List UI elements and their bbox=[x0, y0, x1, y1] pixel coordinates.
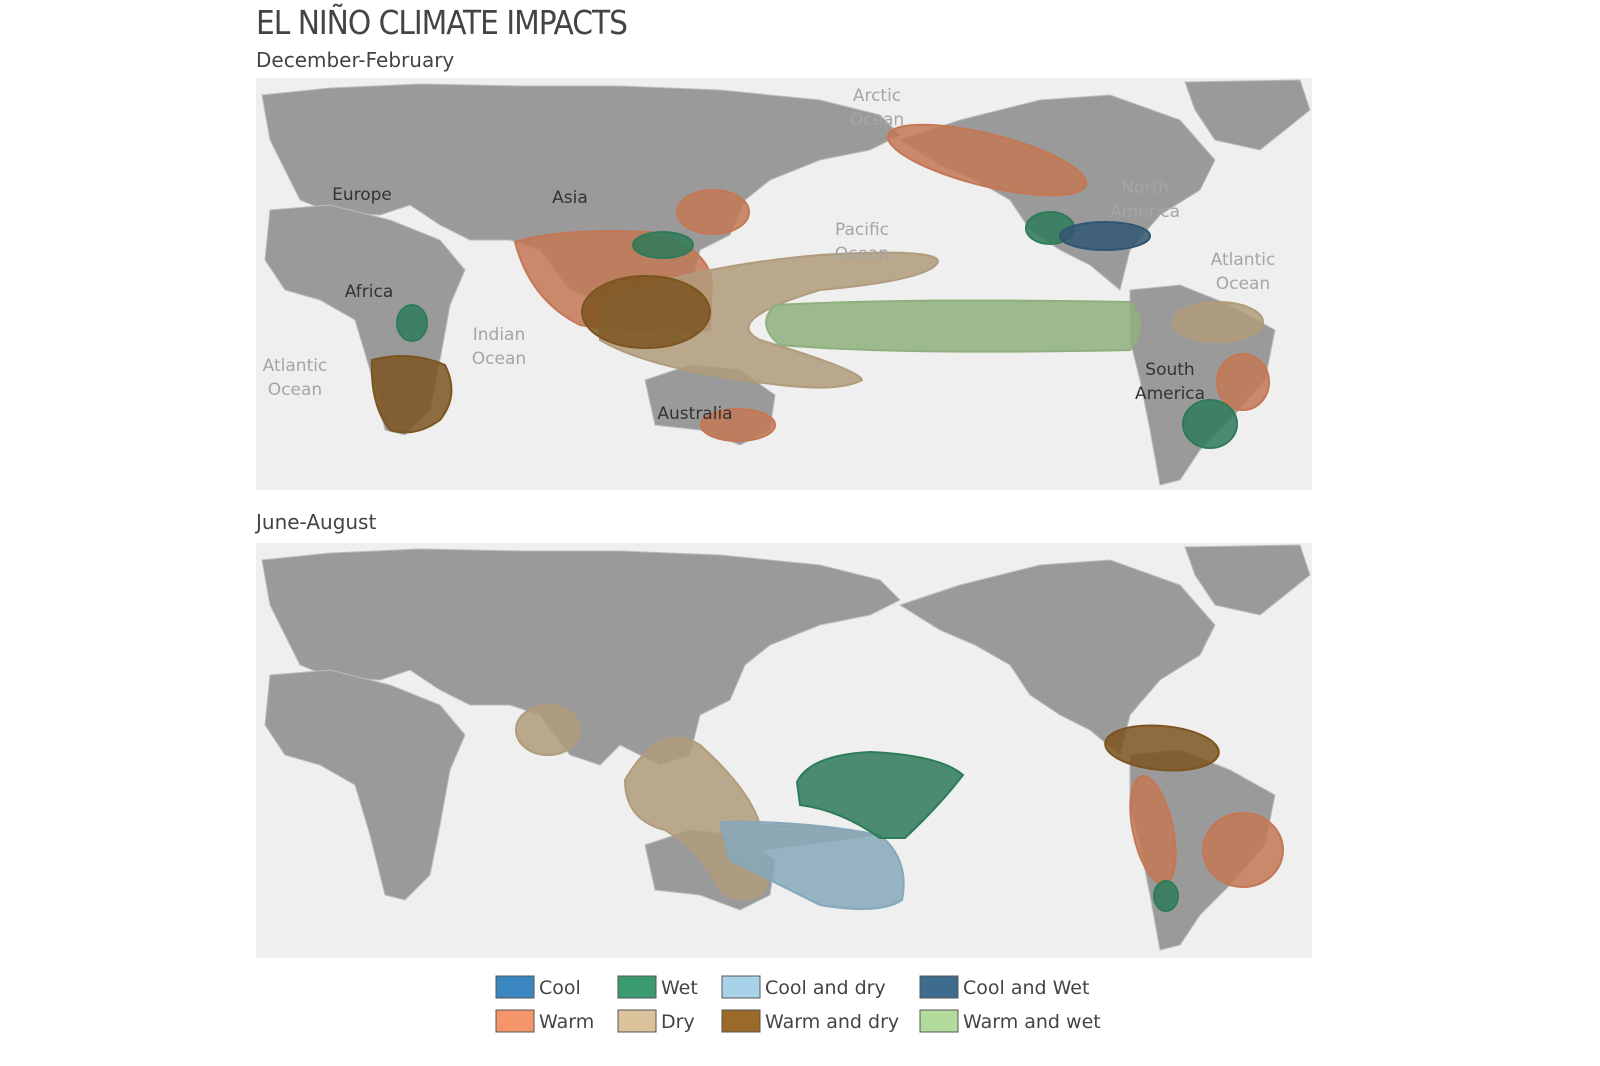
legend-label: Cool bbox=[539, 977, 581, 999]
impact-region bbox=[370, 355, 453, 434]
legend-label: Cool and dry bbox=[765, 977, 886, 999]
impact-region bbox=[1059, 221, 1151, 251]
region-label: Europe bbox=[332, 185, 392, 205]
region-label: Asia bbox=[552, 188, 588, 208]
impact-region bbox=[396, 304, 428, 342]
legend-label: Warm bbox=[539, 1011, 594, 1033]
impact-region bbox=[1216, 353, 1270, 411]
legend-swatch bbox=[495, 1009, 535, 1033]
subtitle: December-February bbox=[256, 48, 454, 72]
legend-swatch bbox=[721, 975, 761, 999]
impact-region bbox=[765, 299, 1141, 353]
impact-region bbox=[1202, 812, 1284, 888]
legend-label: Cool and Wet bbox=[963, 977, 1089, 999]
legend-swatch bbox=[721, 1009, 761, 1033]
impact-region bbox=[676, 189, 750, 235]
impact-region bbox=[718, 820, 905, 910]
impact-region bbox=[1104, 724, 1220, 772]
impact-region bbox=[581, 275, 711, 349]
impact-region bbox=[1172, 301, 1264, 343]
region-label: Atlantic Ocean bbox=[262, 356, 328, 400]
region-label: North America bbox=[1109, 178, 1181, 222]
legend-swatch bbox=[919, 1009, 959, 1033]
legend: Cool Wet Cool and dry Cool and Wet Warm Dry Wa… bbox=[495, 975, 1101, 1033]
impact-regions bbox=[370, 123, 1284, 912]
region-label: South America bbox=[1134, 360, 1206, 404]
legend-swatch bbox=[919, 975, 959, 999]
region-label: Atlantic Ocean bbox=[1210, 250, 1276, 294]
legend-label: Wet bbox=[661, 977, 698, 999]
subtitle: June-August bbox=[254, 510, 376, 534]
impact-region bbox=[515, 704, 581, 756]
legend-swatch bbox=[495, 975, 535, 999]
impact-region bbox=[886, 123, 1088, 197]
legend-swatch bbox=[617, 975, 657, 999]
title: EL NIÑO CLIMATE IMPACTS bbox=[256, 3, 627, 42]
impact-region bbox=[1153, 880, 1179, 912]
region-label: Pacific Ocean bbox=[834, 220, 890, 264]
region-label: Australia bbox=[657, 404, 733, 424]
legend-swatch bbox=[617, 1009, 657, 1033]
legend-label: Dry bbox=[661, 1011, 695, 1033]
region-label: Africa bbox=[344, 282, 394, 302]
impact-region bbox=[1182, 399, 1238, 449]
region-label: Indian Ocean bbox=[471, 325, 527, 369]
impact-region bbox=[700, 408, 776, 442]
legend-label: Warm and wet bbox=[963, 1011, 1101, 1033]
legend-label: Warm and dry bbox=[765, 1011, 899, 1033]
impact-region bbox=[795, 750, 965, 839]
region-label: Arctic Ocean bbox=[849, 86, 905, 130]
impact-region bbox=[632, 231, 694, 259]
